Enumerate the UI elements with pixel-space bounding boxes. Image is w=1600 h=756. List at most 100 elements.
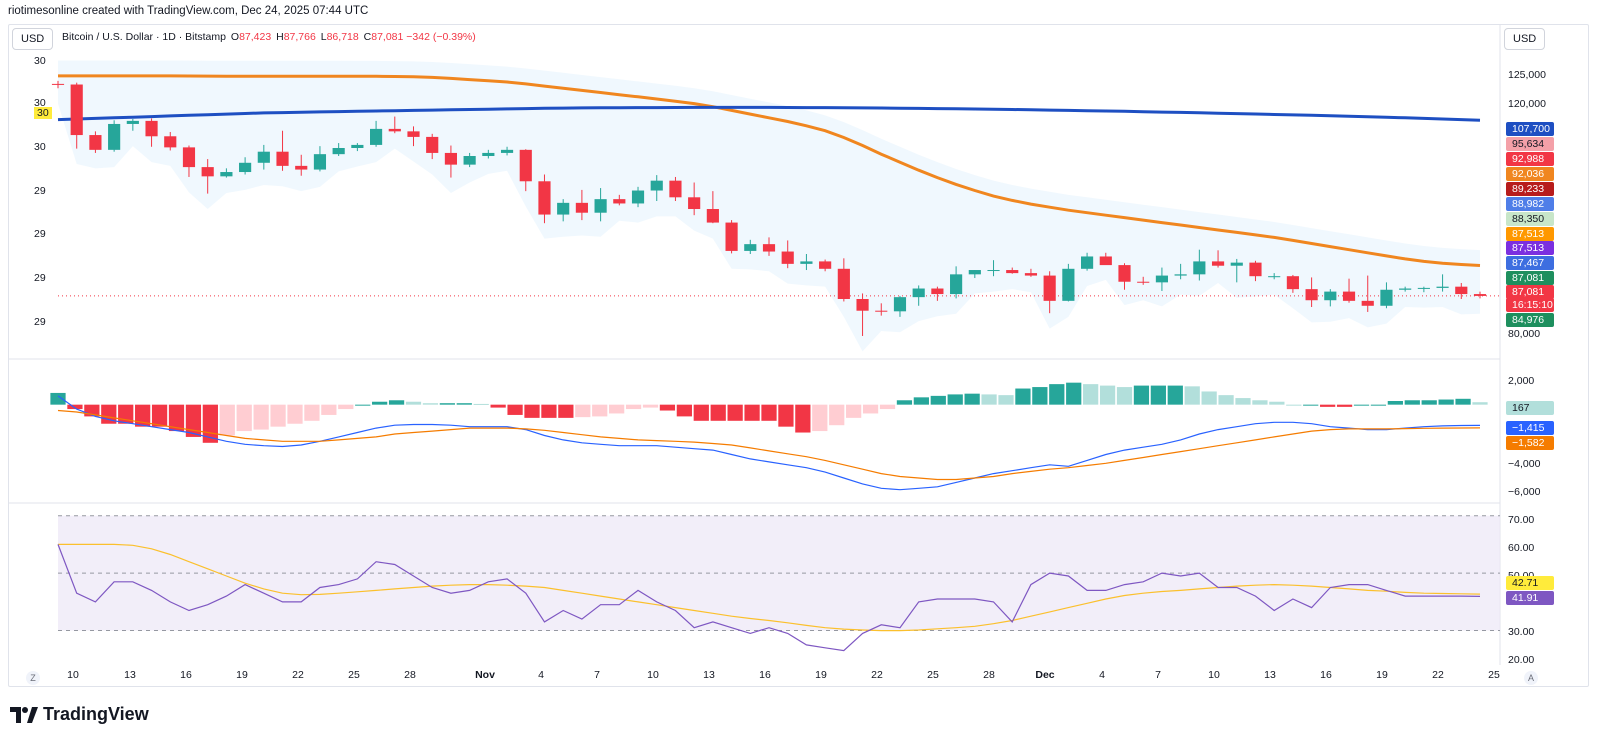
auto-scale-button[interactable]: A xyxy=(1524,671,1538,685)
macd-histogram-bar xyxy=(1083,384,1099,405)
macd-histogram-bar xyxy=(151,404,168,427)
candle-body xyxy=(1230,262,1243,266)
price-axis-tick: 120,000 xyxy=(1508,98,1546,110)
rsi-line xyxy=(57,544,1481,652)
macd-histogram-bar xyxy=(1066,382,1082,405)
macd-histogram-bar xyxy=(1201,391,1217,405)
macd-histogram-bar xyxy=(558,404,574,418)
macd-histogram-bar xyxy=(422,403,439,405)
time-axis-tick: 16 xyxy=(1320,669,1332,681)
candle-body xyxy=(725,222,738,251)
right-currency-button[interactable]: USD xyxy=(1504,28,1546,50)
open-value: 87,423 xyxy=(239,31,272,43)
change-value: −342 (−0.39%) xyxy=(406,31,476,43)
macd-histogram-bar xyxy=(1353,404,1370,406)
price-label: 84,976 xyxy=(1506,313,1554,327)
candle-body xyxy=(463,156,476,165)
time-axis-tick: 22 xyxy=(871,669,883,681)
left-scale-tick: 30 xyxy=(34,107,52,119)
macd-histogram-bar xyxy=(1167,385,1183,405)
candle-body xyxy=(987,270,1000,272)
time-axis-tick: 7 xyxy=(594,669,600,681)
macd-histogram-bar xyxy=(761,404,777,421)
price-label: −1,582 xyxy=(1506,436,1554,450)
symbol-name[interactable]: Bitcoin / U.S. Dollar · 1D · Bitstamp xyxy=(62,31,226,43)
candle-body xyxy=(1174,274,1187,276)
candle-body xyxy=(856,298,869,311)
price-label: 89,233 xyxy=(1506,182,1554,196)
candle-body xyxy=(519,149,532,182)
macd-histogram-bar xyxy=(609,404,625,414)
candle-body xyxy=(631,190,645,204)
macd-histogram-bar xyxy=(1269,401,1285,405)
sma-line xyxy=(57,105,1481,122)
candle-body xyxy=(444,152,458,165)
time-axis-tick: 19 xyxy=(1376,669,1388,681)
macd-axis-tick: −4,000 xyxy=(1508,458,1541,470)
candle-body xyxy=(1436,286,1449,288)
macd-axis-tick: −6,000 xyxy=(1508,486,1541,498)
macd-histogram-bar xyxy=(304,404,320,421)
candle-body xyxy=(762,244,776,252)
time-axis-tick: 13 xyxy=(1264,669,1276,681)
macd-histogram-bar xyxy=(185,404,202,437)
symbol-legend: Bitcoin / U.S. Dollar · 1D · Bitstamp O8… xyxy=(62,31,476,43)
macd-histogram-bar xyxy=(913,397,929,405)
price-label: 88,350 xyxy=(1506,212,1554,226)
left-scale-tick: 30 xyxy=(34,97,46,109)
price-label: −1,415 xyxy=(1506,421,1554,435)
candle-body xyxy=(1249,262,1262,277)
macd-histogram-bar xyxy=(355,404,371,406)
tradingview-logo[interactable]: TradingView xyxy=(10,704,149,725)
candle-body xyxy=(369,128,383,145)
high-label: H xyxy=(276,31,284,43)
macd-histogram-bar xyxy=(1472,402,1488,405)
close-value: 87,081 xyxy=(371,31,404,43)
open-label: O xyxy=(230,31,240,43)
macd-histogram-bar xyxy=(778,404,794,427)
time-axis-tick: 25 xyxy=(1488,669,1500,681)
macd-histogram-bar xyxy=(659,404,676,411)
macd-histogram-bar xyxy=(287,404,303,424)
attribution-text: riotimesonline created with TradingView.… xyxy=(8,5,369,17)
candle-body xyxy=(1455,286,1468,295)
time-axis-tick: 19 xyxy=(815,669,827,681)
time-axis-tick: 10 xyxy=(1208,669,1220,681)
candle-body xyxy=(931,288,944,295)
time-axis-tick: 7 xyxy=(1155,669,1161,681)
candle-body xyxy=(837,268,850,299)
macd-histogram-bar xyxy=(947,394,963,405)
candle-body xyxy=(313,154,327,170)
price-label: 107,700 xyxy=(1506,122,1554,136)
candle-body xyxy=(164,136,177,148)
macd-histogram-bar xyxy=(439,403,455,405)
candle-body xyxy=(1268,276,1281,278)
candle-body xyxy=(1118,265,1131,282)
left-currency-button[interactable]: USD xyxy=(12,28,54,50)
macd-histogram-bar xyxy=(1404,400,1420,405)
timezone-button[interactable]: Z xyxy=(26,671,40,685)
candle-body xyxy=(351,144,364,148)
macd-histogram-bar xyxy=(1184,386,1200,405)
macd-histogram-bar xyxy=(1218,395,1234,405)
macd-histogram-bar xyxy=(795,404,811,433)
time-axis-tick: 13 xyxy=(703,669,715,681)
candle-body xyxy=(912,288,925,298)
left-scale-tick: 29 xyxy=(34,316,46,328)
candle-body xyxy=(1137,281,1150,283)
macd-histogram-bar xyxy=(1235,398,1251,405)
candle-body xyxy=(1043,275,1056,301)
candle-body xyxy=(89,135,102,150)
candle-body xyxy=(893,297,907,312)
time-axis-tick: 16 xyxy=(180,669,192,681)
candle-body xyxy=(650,180,663,191)
candle-body xyxy=(426,136,439,153)
time-axis-tick: 13 xyxy=(124,669,136,681)
left-scale-tick: 29 xyxy=(34,228,46,240)
macd-histogram-bar xyxy=(236,404,252,432)
macd-histogram-bar xyxy=(405,401,422,405)
macd-histogram-bar xyxy=(1320,404,1336,407)
time-axis-tick: 28 xyxy=(404,669,416,681)
candle-body xyxy=(70,84,83,136)
